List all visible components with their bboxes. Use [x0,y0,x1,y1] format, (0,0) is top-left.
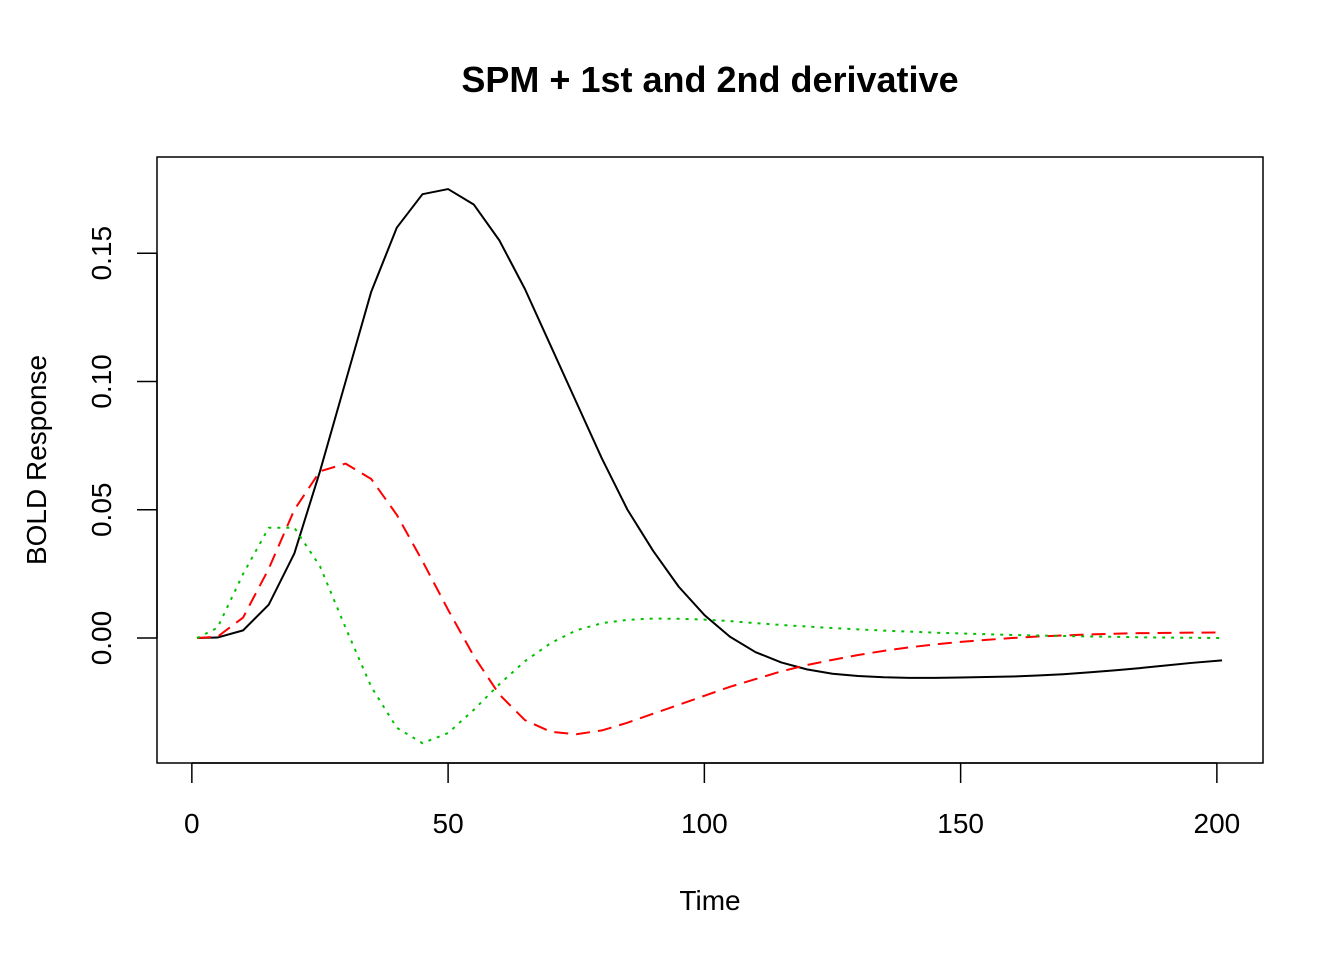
x-axis-title: Time [679,885,740,916]
series-line-3 [196,526,1223,745]
x-tick-label: 50 [433,808,464,839]
x-tick-label: 100 [681,808,728,839]
series-line-2 [196,462,1223,736]
y-axis-title: BOLD Response [21,355,52,565]
x-axis: 0 50 100 150 200 [184,762,1241,839]
y-tick-label: 0.15 [86,226,117,281]
chart-title: SPM + 1st and 2nd derivative [461,59,958,100]
x-tick-label: 200 [1194,808,1241,839]
x-tick-label: 150 [937,808,984,839]
series-line-1 [196,188,1223,679]
y-tick-label: 0.05 [86,483,117,538]
x-tick-label: 0 [184,808,200,839]
y-tick-label: 0.00 [86,611,117,666]
y-axis: 0.00 0.05 0.10 0.15 [86,226,158,666]
y-tick-label: 0.10 [86,354,117,409]
series-layer [196,188,1223,745]
